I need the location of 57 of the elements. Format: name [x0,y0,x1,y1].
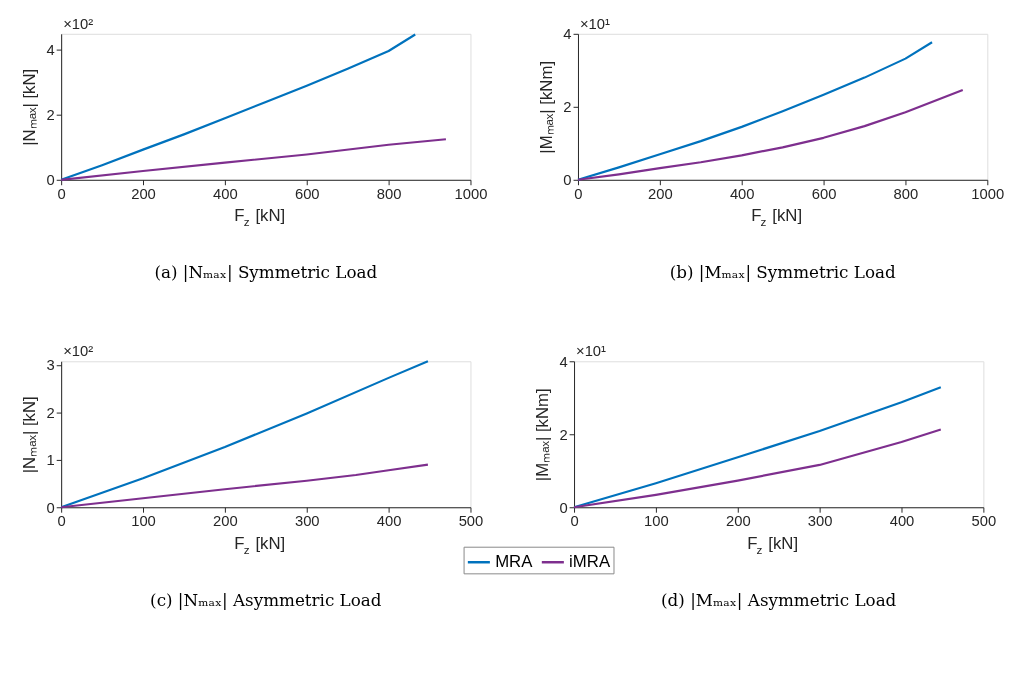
line-series [60,463,429,509]
x-tick-label: 0 [57,513,66,530]
x-tick-label: 200 [131,186,156,203]
text: (d) |Mₘₐₓ| Asymmetric Load [661,589,897,610]
x-tick-label: 100 [131,513,156,530]
text: ×10² [63,15,94,32]
x-tick-label: 400 [729,186,755,203]
y-tick-label: 3 [46,357,55,374]
y-tick-label: 2 [46,107,55,124]
text: ×10² [63,343,94,360]
line-series [60,138,448,181]
y-tick-label: 2 [559,426,568,443]
y-axis-title: |Mₘₐₓ| [kNm] [532,388,552,482]
line-series [576,88,964,181]
x-tick-label: 400 [889,513,915,530]
y-tick-label: 0 [46,499,55,516]
x-tick-label: 1000 [971,186,1005,203]
x-tick-label: 800 [376,186,402,203]
y-tick-label: 2 [46,404,55,421]
x-tick-label: 200 [725,513,751,530]
y-tick-label: 0 [563,172,572,189]
x-tick-label: 500 [458,513,484,530]
y-tick-label: 4 [559,353,568,370]
x-tick-label: 300 [807,513,833,530]
text: ×10¹ [576,343,607,360]
text: (c) |Nₘₐₓ| Asymmetric Load [150,589,382,610]
y-tick-label: 4 [563,26,572,43]
line-series [576,41,934,181]
x-tick-label: 300 [294,513,320,530]
text: ×10¹ [579,15,611,32]
y-axis-title: |Nₘₐₓ| [kN] [19,396,39,474]
x-tick-label: 0 [57,186,66,203]
x-tick-label: 800 [893,186,919,203]
text: (b) |Mₘₐₓ| Symmetric Load [669,262,896,283]
y-tick-label: 4 [46,42,55,59]
x-tick-label: 200 [213,513,238,530]
x-tick-label: 600 [294,186,320,203]
x-tick-label: 200 [648,186,673,203]
line-series [60,33,417,181]
x-tick-label: 400 [376,513,402,530]
line-series [572,428,942,509]
y-tick-label: 1 [46,452,55,469]
legend-label: MRA [495,552,534,572]
y-tick-label: 0 [559,499,568,516]
x-tick-label: 100 [644,513,669,530]
y-axis-title: |Mₘₐₓ| [kNm] [536,60,556,154]
line-series [60,360,429,509]
y-tick-label: 2 [563,99,572,116]
x-tick-label: 600 [811,186,837,203]
x-tick-label: 400 [213,186,238,203]
text: (a) |Nₘₐₓ| Symmetric Load [154,262,378,283]
y-axis-title: |Nₘₐₓ| [kN] [19,68,39,146]
y-tick-label: 0 [46,172,55,189]
legend-label: iMRA [569,552,611,572]
x-tick-label: 500 [971,513,997,530]
x-tick-label: 0 [574,186,583,203]
x-tick-label: 1000 [454,186,488,203]
